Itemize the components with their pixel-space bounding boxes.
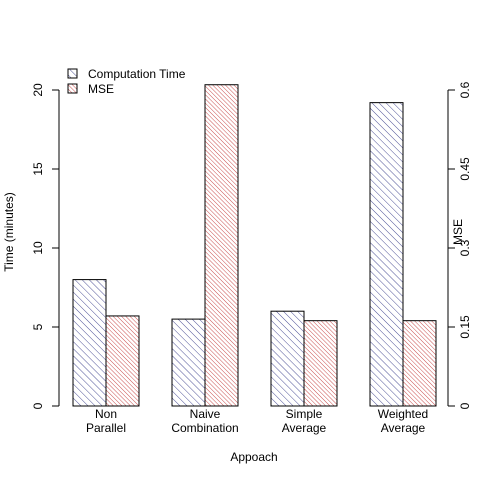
right-tick-label: 0.3 xyxy=(458,239,472,256)
bar-computation-time-3 xyxy=(369,102,404,407)
x-axis-labels: NonParallelNaiveCombinationSimpleAverage… xyxy=(86,407,428,435)
left-tick-label: 20 xyxy=(31,83,45,97)
x-tick-label: Combination xyxy=(171,421,238,435)
left-tick-label: 5 xyxy=(31,323,45,330)
legend-swatch-mse xyxy=(67,83,78,94)
x-tick-label: Non xyxy=(95,407,117,421)
bar-computation-time-0 xyxy=(72,279,107,407)
bar-computation-time-2 xyxy=(270,310,305,407)
x-tick-label: Average xyxy=(381,421,426,435)
bar-computation-time-1 xyxy=(171,318,206,407)
legend-label-computation-time: Computation Time xyxy=(88,67,186,81)
bar-mse-2 xyxy=(303,320,338,407)
x-tick-label: Simple xyxy=(286,407,323,421)
y2-axis-title: MSE xyxy=(451,219,465,245)
bar-mse-3 xyxy=(402,320,437,407)
bar-mse-0 xyxy=(105,315,140,407)
y-axis-title: Time (minutes) xyxy=(2,192,16,272)
x-tick-label: Parallel xyxy=(86,421,126,435)
legend-label-mse: MSE xyxy=(88,82,114,96)
right-tick-label: 0 xyxy=(458,402,472,409)
x-tick-label: Weighted xyxy=(378,407,428,421)
right-y-axis: 0 0.15 0.3 0.45 0.6 xyxy=(447,81,472,409)
legend-swatch-computation-time xyxy=(67,68,78,79)
left-y-axis: 0 5 10 15 20 xyxy=(31,83,60,409)
left-tick-label: 10 xyxy=(31,241,45,255)
bars-layer xyxy=(72,84,437,407)
right-tick-label: 0.15 xyxy=(458,315,472,339)
x-tick-label: Naive xyxy=(190,407,221,421)
right-tick-label: 0.45 xyxy=(458,157,472,181)
right-tick-label: 0.6 xyxy=(458,81,472,98)
left-tick-label: 0 xyxy=(31,402,45,409)
bar-mse-1 xyxy=(204,84,239,407)
x-tick-label: Average xyxy=(282,421,327,435)
left-tick-label: 15 xyxy=(31,162,45,176)
x-axis-title: Appoach xyxy=(230,450,277,464)
